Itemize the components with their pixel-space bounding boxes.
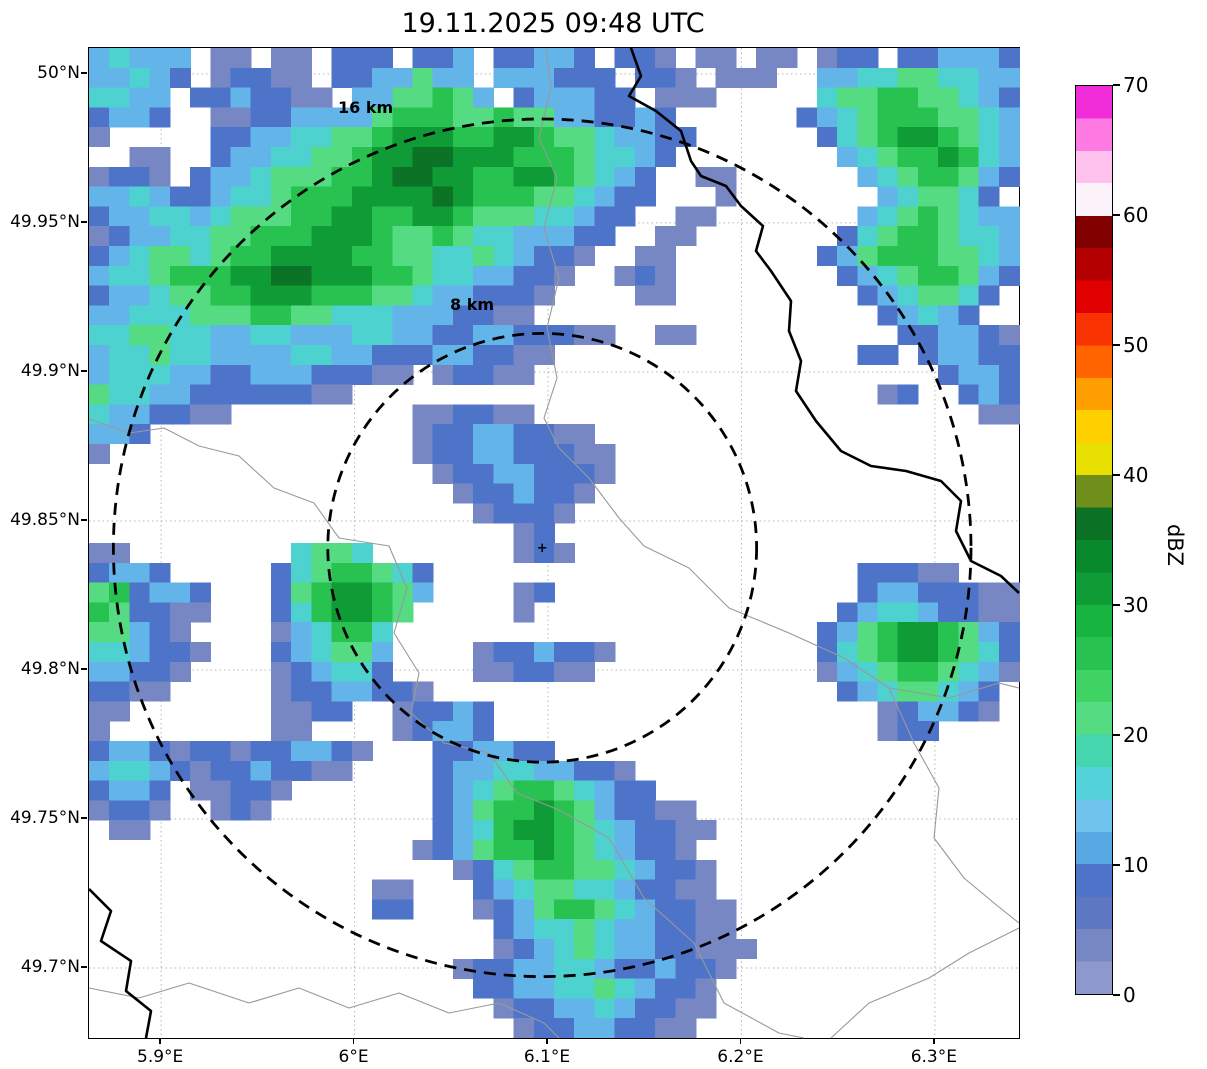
colorbar: [1075, 85, 1113, 995]
colorbar-tick-label: 50: [1123, 333, 1149, 357]
colorbar-tick-label: 60: [1123, 203, 1149, 227]
colorbar-unit-label: dBZ: [1163, 523, 1187, 567]
y-tick-label: 49.95°N: [10, 211, 80, 232]
range-ring-label: 8 km: [450, 295, 494, 314]
y-tick-label: 49.7°N: [20, 956, 80, 977]
x-tick-label: 6°E: [338, 1047, 369, 1067]
range-ring-label: 16 km: [338, 98, 393, 117]
colorbar-tick-label: 70: [1123, 73, 1149, 97]
colorbar-tick-label: 40: [1123, 463, 1149, 487]
radar-site-marker: +: [537, 541, 548, 556]
x-tick-mark: [933, 1038, 935, 1044]
map-plot-area: 8 km 16 km +: [88, 47, 1020, 1039]
y-tick-mark: [81, 370, 87, 372]
y-tick-mark: [81, 72, 87, 74]
y-tick-label: 49.9°N: [20, 360, 80, 381]
colorbar-tick-label: 20: [1123, 723, 1149, 747]
colorbar-tick-mark: [1113, 604, 1120, 606]
radar-map-svg: 8 km 16 km +: [88, 47, 1020, 1039]
colorbar-tick-label: 10: [1123, 853, 1149, 877]
colorbar-tick-label: 0: [1123, 983, 1136, 1007]
y-tick-mark: [81, 966, 87, 968]
x-tick-label: 5.9°E: [137, 1047, 184, 1067]
y-tick-label: 49.8°N: [20, 658, 80, 679]
range-ring-8km: [326, 331, 759, 764]
x-tick-label: 6.1°E: [523, 1047, 571, 1067]
y-tick-label: 50°N: [37, 62, 80, 83]
colorbar-tick-mark: [1113, 344, 1120, 346]
y-tick-label: 49.75°N: [10, 807, 80, 828]
colorbar-tick-mark: [1113, 864, 1120, 866]
colorbar-tick-mark: [1113, 214, 1120, 216]
admin-boundaries: [88, 47, 1020, 1039]
colorbar-tick-label: 30: [1123, 593, 1149, 617]
x-tick-label: 6.3°E: [910, 1047, 957, 1067]
radar-echo-cells: [89, 48, 1020, 1039]
colorbar-scale: [1076, 86, 1112, 994]
x-tick-mark: [739, 1038, 742, 1044]
y-tick-mark: [81, 668, 87, 670]
x-tick-label: 6.2°E: [717, 1047, 764, 1067]
plot-title: 19.11.2025 09:48 UTC: [401, 8, 705, 39]
colorbar-tick-mark: [1113, 994, 1120, 996]
x-tick-mark: [546, 1038, 548, 1044]
colorbar-tick-mark: [1113, 474, 1120, 476]
y-tick-mark: [81, 817, 87, 819]
range-ring-16km: [112, 117, 973, 978]
y-tick-label: 49.85°N: [10, 509, 80, 530]
colorbar-tick-mark: [1113, 734, 1120, 736]
y-tick-mark: [81, 221, 87, 223]
x-tick-mark: [159, 1038, 161, 1044]
national-border: [88, 47, 1020, 1039]
x-tick-mark: [352, 1038, 355, 1044]
colorbar-tick-mark: [1113, 84, 1120, 86]
y-tick-mark: [81, 519, 87, 521]
